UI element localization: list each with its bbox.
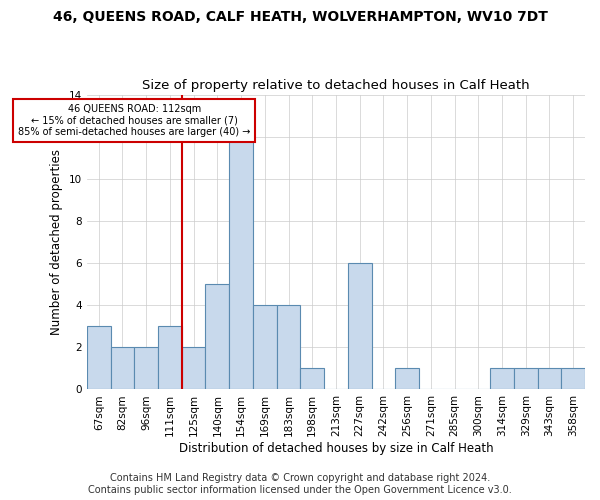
Bar xyxy=(182,348,205,390)
Text: Contains HM Land Registry data © Crown copyright and database right 2024.
Contai: Contains HM Land Registry data © Crown c… xyxy=(88,474,512,495)
Bar xyxy=(158,326,182,390)
Title: Size of property relative to detached houses in Calf Heath: Size of property relative to detached ho… xyxy=(142,79,530,92)
Y-axis label: Number of detached properties: Number of detached properties xyxy=(50,149,63,335)
Bar xyxy=(277,305,301,390)
Text: 46, QUEENS ROAD, CALF HEATH, WOLVERHAMPTON, WV10 7DT: 46, QUEENS ROAD, CALF HEATH, WOLVERHAMPT… xyxy=(53,10,547,24)
Bar xyxy=(229,136,253,390)
Bar xyxy=(490,368,514,390)
Bar xyxy=(301,368,324,390)
Bar xyxy=(348,263,371,390)
Bar xyxy=(205,284,229,390)
Bar xyxy=(253,305,277,390)
Bar xyxy=(395,368,419,390)
X-axis label: Distribution of detached houses by size in Calf Heath: Distribution of detached houses by size … xyxy=(179,442,493,455)
Bar xyxy=(134,348,158,390)
Text: 46 QUEENS ROAD: 112sqm
← 15% of detached houses are smaller (7)
85% of semi-deta: 46 QUEENS ROAD: 112sqm ← 15% of detached… xyxy=(18,104,251,137)
Bar xyxy=(514,368,538,390)
Bar xyxy=(87,326,110,390)
Bar xyxy=(561,368,585,390)
Bar xyxy=(538,368,561,390)
Bar xyxy=(110,348,134,390)
